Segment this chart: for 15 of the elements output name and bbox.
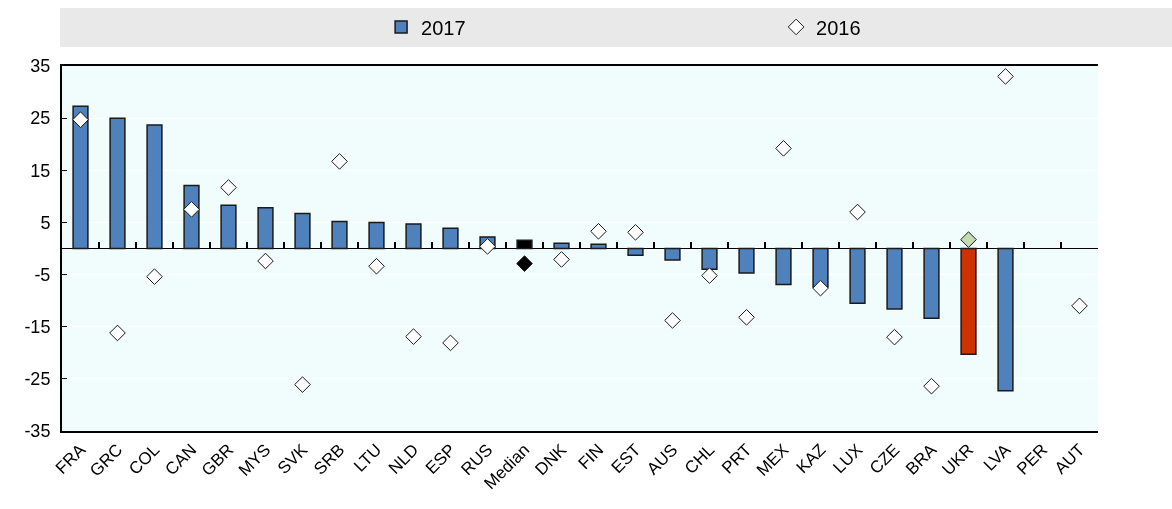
y-tick-label: 5 <box>40 212 51 233</box>
y-tick-label: -25 <box>24 369 51 390</box>
x-tick-label: CHL <box>680 440 719 478</box>
legend-label: 2016 <box>816 16 861 39</box>
y-tick-label: -15 <box>24 317 51 338</box>
y-tick-label: 15 <box>30 160 51 181</box>
x-tick-label: FRA <box>51 439 90 478</box>
x-tick-label: FIN <box>574 440 608 474</box>
y-tick-label: 25 <box>30 108 51 129</box>
y-tick-label: 35 <box>30 56 51 77</box>
legend-label: 2017 <box>421 16 466 39</box>
y-tick-label: -35 <box>24 421 51 442</box>
x-tick-label: COL <box>125 440 164 479</box>
y-tick-label: -5 <box>34 264 51 285</box>
x-tick-label: LVA <box>979 439 1015 475</box>
